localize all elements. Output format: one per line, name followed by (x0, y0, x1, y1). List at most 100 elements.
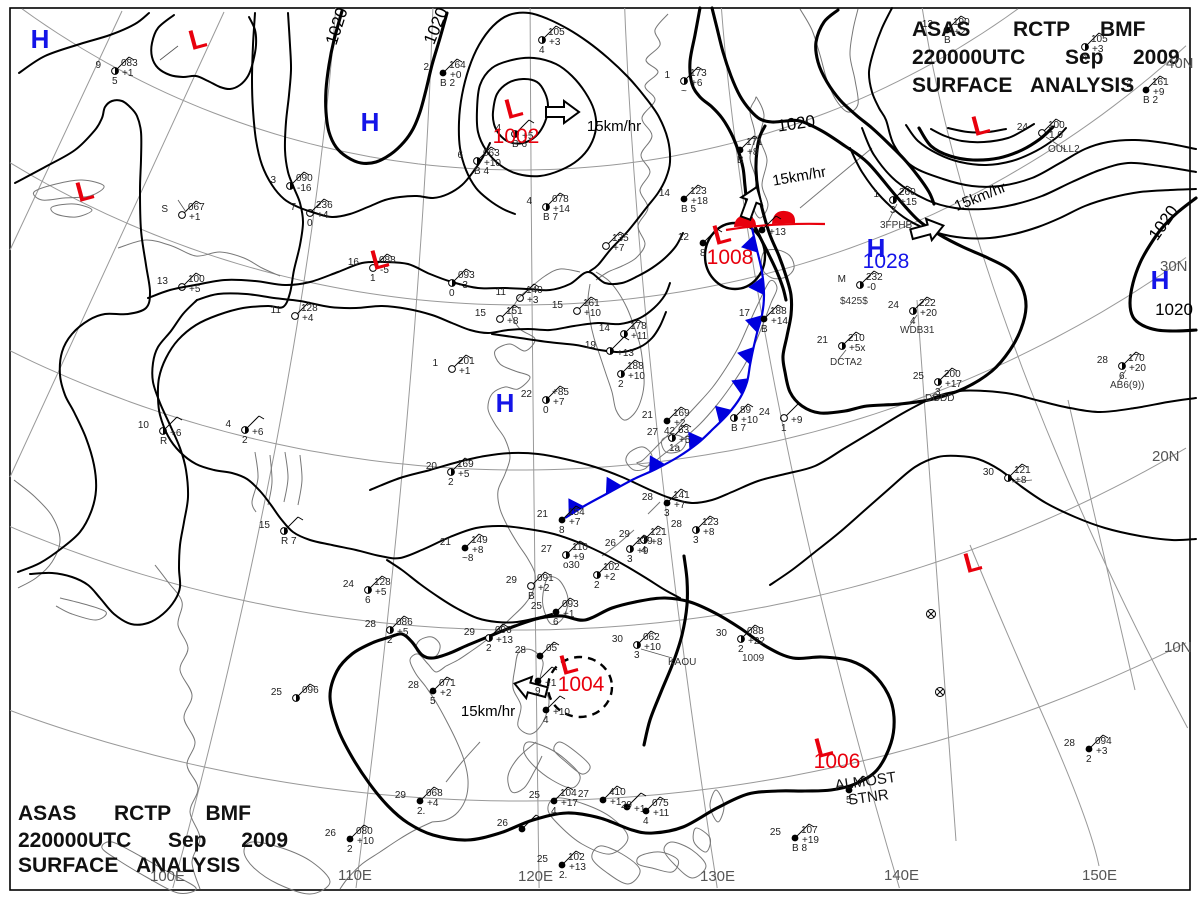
svg-text:+17: +17 (561, 798, 578, 809)
svg-text:+5: +5 (397, 627, 409, 638)
svg-text:8: 8 (559, 525, 565, 536)
svg-text:4.: 4. (551, 806, 559, 817)
svg-text:14: 14 (599, 323, 611, 334)
svg-text:28: 28 (671, 519, 683, 530)
svg-text:25: 25 (770, 827, 782, 838)
svg-text:+7: +7 (553, 397, 565, 408)
svg-text:2: 2 (347, 844, 353, 855)
svg-text:+13: +13 (569, 862, 586, 873)
svg-text:+6: +6 (170, 428, 182, 439)
svg-text:B 2: B 2 (1143, 95, 1158, 106)
svg-text:1: 1 (432, 358, 438, 369)
svg-text:15km/hr: 15km/hr (461, 703, 515, 720)
svg-text:29: 29 (506, 575, 518, 586)
svg-text:DGDD: DGDD (925, 393, 954, 404)
svg-text:+1: +1 (459, 366, 471, 377)
svg-text:102: 102 (568, 852, 585, 863)
svg-text:21: 21 (642, 410, 654, 421)
svg-text:2: 2 (594, 580, 600, 591)
svg-text:28: 28 (642, 492, 654, 503)
svg-text:+8: +8 (703, 527, 715, 538)
svg-text:063: 063 (483, 148, 500, 159)
svg-text:088: 088 (747, 626, 764, 637)
svg-text:9: 9 (535, 686, 541, 697)
svg-text:+9: +9 (573, 552, 585, 563)
svg-text:B 8: B 8 (792, 843, 807, 854)
svg-text:+5: +5 (375, 587, 387, 598)
svg-text:+5x: +5x (849, 343, 865, 354)
svg-text:+10: +10 (644, 642, 661, 653)
svg-text:26: 26 (325, 828, 337, 839)
svg-text:24: 24 (759, 407, 771, 418)
svg-text:+7: +7 (569, 517, 581, 528)
svg-text:1008: 1008 (707, 246, 754, 269)
svg-text:1: 1 (781, 423, 787, 434)
svg-text:2009: 2009 (241, 829, 288, 852)
svg-text:BMF: BMF (1100, 18, 1146, 41)
svg-text:27: 27 (578, 789, 590, 800)
svg-text:11: 11 (496, 287, 507, 298)
svg-text:20: 20 (426, 461, 438, 472)
svg-text:10: 10 (138, 420, 150, 431)
svg-text:27: 27 (541, 544, 553, 555)
svg-text:30: 30 (612, 634, 624, 645)
svg-text:091: 091 (537, 573, 554, 584)
svg-text:+20: +20 (920, 308, 937, 319)
svg-text:+10: +10 (484, 158, 501, 169)
svg-text:+8: +8 (507, 316, 519, 327)
svg-text:24: 24 (888, 300, 900, 311)
svg-text:+1: +1 (545, 678, 557, 689)
svg-text:+22: +22 (748, 636, 765, 647)
svg-text:15: 15 (259, 520, 271, 531)
svg-text:9: 9 (95, 60, 101, 71)
svg-text:21: 21 (817, 335, 829, 346)
svg-text:0: 0 (449, 288, 455, 299)
svg-text:13: 13 (157, 276, 169, 287)
svg-text:4: 4 (526, 196, 532, 207)
svg-text:140E: 140E (884, 867, 919, 884)
svg-text:25: 25 (913, 371, 925, 382)
svg-text:1006: 1006 (814, 750, 861, 773)
svg-text:+2: +2 (954, 27, 966, 38)
svg-text:05: 05 (546, 643, 558, 654)
svg-text:+1: +1 (122, 68, 134, 79)
svg-text:121: 121 (650, 527, 667, 538)
svg-text:2: 2 (448, 477, 454, 488)
svg-text:2009: 2009 (1133, 46, 1180, 69)
svg-text:B 7: B 7 (731, 423, 746, 434)
svg-text:190: 190 (953, 17, 970, 28)
svg-text:3: 3 (890, 205, 896, 216)
svg-text:071: 071 (439, 678, 456, 689)
svg-text:130E: 130E (700, 868, 735, 885)
svg-text:+1: +1 (189, 212, 201, 223)
svg-text:090: 090 (296, 173, 313, 184)
svg-text:B 6: B 6 (512, 139, 527, 150)
svg-text:+13: +13 (769, 227, 786, 238)
svg-text:3: 3 (627, 554, 633, 565)
svg-text:B 7: B 7 (543, 212, 558, 223)
svg-text:R 7: R 7 (281, 536, 297, 547)
svg-text:30: 30 (716, 628, 728, 639)
svg-text:RCTP: RCTP (114, 802, 171, 825)
svg-text:+13: +13 (496, 635, 513, 646)
svg-text:1020: 1020 (1155, 300, 1193, 319)
svg-text:+9: +9 (791, 415, 803, 426)
svg-text:-0: -0 (867, 282, 876, 293)
svg-text:~: ~ (681, 86, 687, 97)
svg-text:ASAS: ASAS (912, 18, 970, 41)
svg-text:100: 100 (1048, 120, 1065, 131)
svg-text:105: 105 (548, 27, 565, 38)
svg-text:3: 3 (935, 387, 941, 398)
svg-text:+3: +3 (1092, 44, 1104, 55)
svg-text:0: 0 (543, 405, 549, 416)
svg-text:+10: +10 (553, 707, 570, 718)
svg-text:~8: ~8 (462, 553, 474, 564)
svg-text:222: 222 (919, 298, 936, 309)
svg-text:29: 29 (464, 627, 476, 638)
svg-text:5: 5 (112, 76, 118, 87)
svg-text:29: 29 (621, 800, 633, 811)
svg-text:1a: 1a (669, 443, 681, 454)
svg-text:7: 7 (290, 202, 296, 213)
svg-text:25: 25 (271, 687, 283, 698)
svg-text:+3: +3 (527, 295, 539, 306)
